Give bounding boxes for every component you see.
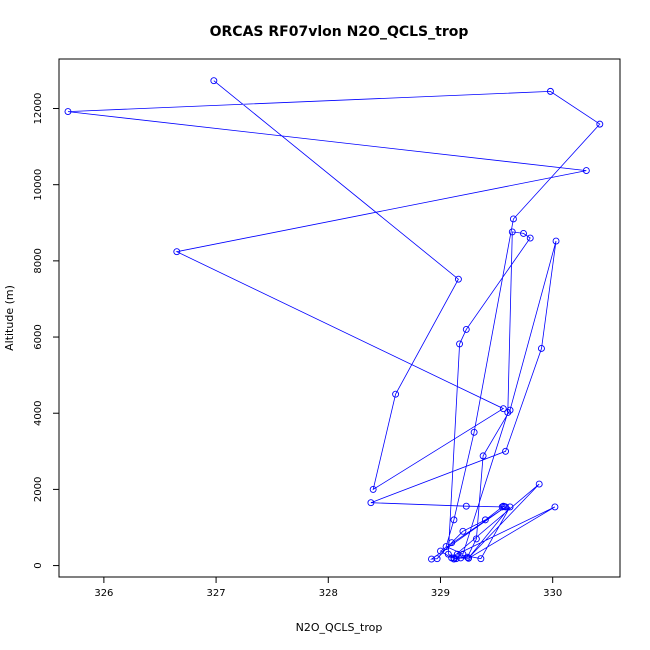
data-point	[535, 480, 543, 488]
x-tick-label: 330	[543, 588, 562, 599]
data-point	[465, 554, 472, 562]
data-point	[462, 325, 470, 333]
y-axis-label: Altitude (m)	[3, 285, 16, 351]
data-point	[454, 275, 462, 283]
series-line	[67, 80, 601, 560]
data-point	[457, 554, 465, 562]
data-point	[472, 535, 480, 543]
data-point	[506, 406, 514, 414]
y-tick-label: 6000	[33, 324, 44, 349]
data-point	[470, 428, 478, 436]
data-point	[64, 108, 72, 116]
data-point	[538, 345, 545, 352]
data-point	[428, 555, 435, 563]
data-point	[508, 228, 516, 236]
data-point	[502, 447, 510, 455]
x-axis: 326 327 328 329 330	[94, 577, 562, 599]
data-point	[582, 167, 590, 175]
data-point	[552, 237, 560, 245]
data-point	[210, 77, 218, 85]
data-point	[506, 503, 514, 511]
data-point	[450, 555, 458, 563]
data-point	[448, 539, 456, 547]
series-layer	[64, 77, 604, 563]
x-axis-label: N2O_QCLS_trop	[296, 621, 383, 634]
data-point	[520, 229, 527, 237]
data-point	[442, 543, 450, 550]
data-point	[596, 120, 604, 128]
data-point	[437, 547, 444, 555]
x-tick-label: 329	[431, 588, 450, 599]
y-tick-label: 12000	[33, 93, 44, 125]
y-tick-label: 0	[33, 562, 44, 568]
chart-title: ORCAS RF07vlon N2O_QCLS_trop	[210, 24, 469, 40]
data-point	[504, 409, 512, 416]
data-point	[509, 215, 517, 223]
y-axis: 0 2000 4000 6000 8000 10000 12000	[33, 93, 59, 569]
data-point	[453, 550, 461, 558]
data-point	[450, 516, 458, 524]
y-tick-label: 8000	[33, 248, 44, 273]
data-point	[499, 405, 507, 413]
data-point	[502, 503, 510, 511]
data-point	[462, 502, 470, 510]
y-tick-label: 2000	[33, 477, 44, 502]
plot-area	[58, 58, 621, 578]
data-point	[444, 550, 452, 558]
data-point	[367, 499, 375, 507]
x-tick-label: 328	[319, 588, 338, 599]
x-tick-label: 326	[94, 588, 113, 599]
data-point	[392, 390, 400, 398]
x-tick-label: 327	[207, 588, 226, 599]
data-point	[463, 553, 471, 561]
y-tick-label: 4000	[33, 400, 44, 425]
data-point	[477, 555, 485, 563]
y-tick-label: 10000	[33, 169, 44, 201]
data-point	[459, 527, 467, 535]
data-point	[551, 503, 559, 511]
data-point	[173, 248, 181, 256]
data-point	[546, 87, 554, 95]
data-point	[479, 452, 487, 460]
data-point	[456, 340, 464, 348]
data-point	[526, 234, 534, 242]
data-point	[369, 485, 377, 493]
data-point	[481, 516, 489, 524]
